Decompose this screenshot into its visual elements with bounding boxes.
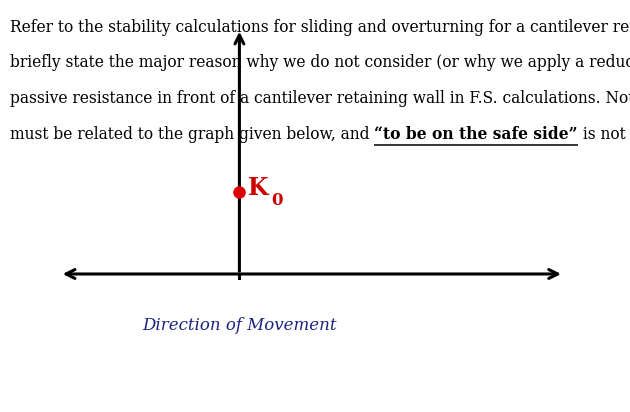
Text: passive resistance in front of a cantilever retaining wall in F.S. calculations.: passive resistance in front of a cantile… <box>10 90 630 107</box>
Text: must be related to the graph given below, and: must be related to the graph given below… <box>10 126 374 143</box>
Text: Direction of Movement: Direction of Movement <box>142 317 336 334</box>
Text: “to be on the safe side”: “to be on the safe side” <box>374 126 578 143</box>
Text: K: K <box>248 176 268 200</box>
Text: is not a valid answer.: is not a valid answer. <box>578 126 630 143</box>
Text: 0: 0 <box>272 192 283 209</box>
Text: briefly state the major reason why we do not consider (or why we apply a reducti: briefly state the major reason why we do… <box>10 54 630 71</box>
Text: Refer to the stability calculations for sliding and overturning for a cantilever: Refer to the stability calculations for … <box>10 19 630 35</box>
